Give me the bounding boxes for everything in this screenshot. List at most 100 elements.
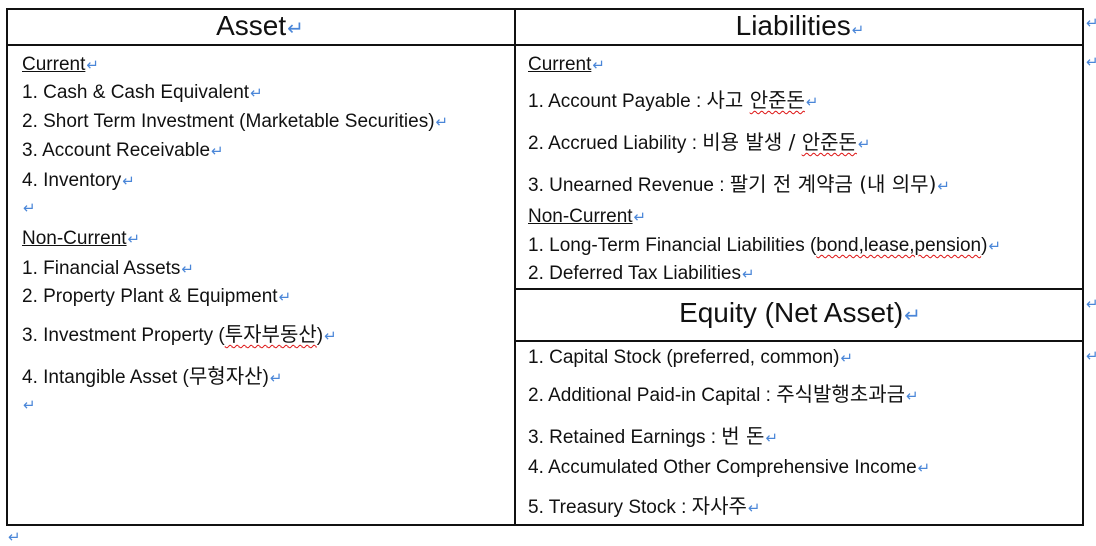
korean-text: 주식발행초과금: [776, 382, 906, 406]
section-label: Current: [528, 54, 592, 75]
return-mark-icon: ↵: [906, 388, 919, 405]
return-mark-icon: ↵: [988, 238, 1002, 255]
list-item-text: 4. Intangible Asset (: [22, 367, 189, 388]
asset-noncurrent-item: 1. Financial Assets↵: [22, 257, 194, 282]
equity-item: 3. Retained Earnings : 번 돈↵: [528, 424, 778, 451]
korean-text: 비용 발생 /: [702, 130, 802, 154]
list-item-text: 3. Account Receivable: [22, 140, 211, 161]
asset-current-label: Current↵: [22, 53, 99, 78]
list-item-text: 2. Accrued Liability :: [528, 133, 703, 154]
list-item-text: 3. Retained Earnings :: [528, 427, 722, 448]
row-end-mark-icon: ↵: [1086, 296, 1096, 313]
return-mark-icon: ↵: [592, 57, 605, 74]
liab-current-item: 1. Account Payable : 사고 안준돈↵: [528, 88, 818, 115]
asset-noncurrent-item: 2. Property Plant & Equipment↵: [22, 285, 291, 310]
return-mark-icon: ↵: [917, 460, 931, 477]
list-item-text: 2. Additional Paid-in Capital :: [528, 385, 777, 406]
list-item-text: 1. Cash & Cash Equivalent: [22, 82, 250, 103]
list-item-text: bond,lease,pension: [816, 235, 982, 256]
asset-noncurrent-item: 4. Intangible Asset (무형자산)↵: [22, 364, 282, 391]
list-item-text: 4. Inventory: [22, 170, 122, 191]
korean-text: 투자부동산: [224, 322, 317, 346]
return-mark-icon: ↵: [937, 178, 950, 195]
return-mark-icon: ↵: [840, 350, 854, 367]
section-label: Non-Current: [22, 228, 127, 249]
asset-current-item: 2. Short Term Investment (Marketable Sec…: [22, 110, 448, 135]
korean-text: 자사주: [691, 494, 747, 518]
liab-current-item: 3. Unearned Revenue : 팔기 전 계약금 (내 의무)↵: [528, 172, 950, 199]
return-mark-icon: ↵: [127, 231, 141, 248]
liab-noncurrent-item: 2. Deferred Tax Liabilities↵: [528, 262, 755, 287]
list-item-text: 4. Accumulated Other Comprehensive Incom…: [528, 457, 917, 478]
return-mark-icon: ↵: [435, 114, 449, 131]
list-item-text: 1. Capital Stock (preferred, common): [528, 347, 840, 368]
list-item-text: 2. Property Plant & Equipment: [22, 286, 278, 307]
return-mark-icon: ↵: [181, 261, 194, 278]
return-mark-icon: ↵: [23, 200, 36, 217]
korean-text: 사고: [706, 88, 750, 112]
list-item-text: ): [981, 235, 988, 256]
liabilities-header: Liabilities↵: [516, 9, 1084, 48]
asset-noncurrent-item: 3. Investment Property (투자부동산)↵: [22, 322, 337, 349]
korean-text: 무형자산: [188, 364, 263, 388]
liabilities-header-text: Liabilities: [735, 10, 851, 41]
return-mark-icon: ↵: [904, 305, 921, 327]
equity-header-top-divider: [514, 288, 1084, 290]
return-mark-icon: ↵: [269, 370, 283, 387]
asset-current-item: 4. Inventory↵: [22, 169, 135, 194]
section-label: Current: [22, 54, 86, 75]
balance-sheet-table: [6, 8, 1084, 526]
list-item-text: 2. Deferred Tax Liabilities: [528, 263, 741, 284]
return-mark-icon: ↵: [86, 57, 99, 74]
column-divider: [514, 8, 516, 526]
row-end-mark-icon: ↵: [1086, 15, 1096, 32]
asset-header: Asset↵: [6, 9, 514, 46]
return-mark-icon: ↵: [211, 143, 224, 160]
return-mark-icon: ↵: [278, 289, 292, 306]
equity-header-text: Equity (Net Asset): [679, 297, 904, 328]
return-mark-icon: ↵: [747, 500, 761, 517]
list-item-text: 2. Short Term Investment (Marketable Sec…: [22, 111, 435, 132]
return-mark-icon: ↵: [633, 209, 647, 226]
equity-item: 5. Treasury Stock : 자사주↵: [528, 494, 760, 521]
return-mark-icon: ↵: [324, 328, 337, 345]
empty-paragraph: ↵: [22, 196, 36, 221]
equity-header: Equity (Net Asset)↵: [516, 296, 1084, 333]
list-item-text: ): [262, 367, 269, 388]
liab-current-label: Current↵: [528, 53, 605, 78]
list-item-text: 1. Account Payable :: [528, 91, 707, 112]
return-mark-icon: ↵: [741, 266, 755, 283]
asset-current-item: 3. Account Receivable↵: [22, 139, 224, 164]
list-item-text: ): [316, 325, 324, 346]
equity-header-bottom-divider: [514, 340, 1084, 342]
return-mark-icon: ↵: [805, 94, 819, 111]
korean-text: 안준돈: [801, 130, 857, 154]
row-end-mark-icon: ↵: [1086, 54, 1096, 71]
return-mark-icon: ↵: [287, 18, 304, 40]
list-item-text: 1. Financial Assets: [22, 258, 181, 279]
liab-current-item: 2. Accrued Liability : 비용 발생 / 안준돈↵: [528, 130, 870, 157]
empty-paragraph: ↵: [22, 393, 36, 418]
paragraph-end-mark-icon: ↵: [8, 529, 21, 546]
list-item-text: 1. Long-Term Financial Liabilities (: [528, 235, 817, 256]
korean-text: 팔기 전 계약금 (내 의무): [729, 172, 937, 196]
return-mark-icon: ↵: [851, 22, 865, 39]
korean-text: 안준돈: [749, 88, 805, 112]
asset-noncurrent-label: Non-Current↵: [22, 227, 140, 252]
equity-item: 2. Additional Paid-in Capital : 주식발행초과금↵: [528, 382, 919, 409]
return-mark-icon: ↵: [250, 85, 263, 102]
section-label: Non-Current: [528, 206, 633, 227]
asset-current-item: 1. Cash & Cash Equivalent↵: [22, 81, 263, 106]
equity-item: 4. Accumulated Other Comprehensive Incom…: [528, 456, 930, 481]
korean-text: 번 돈: [721, 424, 765, 448]
row-end-mark-icon: ↵: [1086, 348, 1096, 365]
return-mark-icon: ↵: [122, 173, 135, 190]
return-mark-icon: ↵: [23, 397, 36, 414]
list-item-text: 3. Investment Property (: [22, 325, 225, 346]
liab-noncurrent-label: Non-Current↵: [528, 205, 646, 230]
equity-item: 1. Capital Stock (preferred, common)↵: [528, 346, 853, 371]
return-mark-icon: ↵: [857, 136, 871, 153]
list-item-text: 3. Unearned Revenue :: [528, 175, 730, 196]
header-row-divider: [6, 44, 1084, 46]
list-item-text: 5. Treasury Stock :: [528, 497, 692, 518]
